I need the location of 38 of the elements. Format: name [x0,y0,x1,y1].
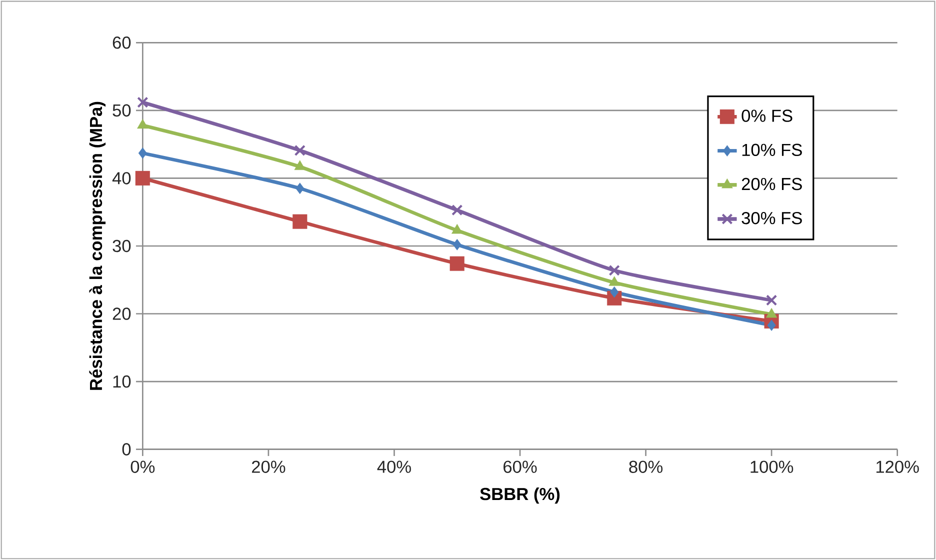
point [450,256,464,271]
y-axis-title: Résistance à la compression (MPa) [89,102,106,390]
x-tick-label: 20% [252,460,286,473]
point [137,118,148,129]
point [608,264,620,276]
point [451,224,463,234]
point [452,204,463,216]
x-tick-label: 60% [504,460,537,473]
legend-label: 10% FS [742,144,802,156]
point [767,320,776,331]
y-tick-label: 0 [122,443,131,456]
point [608,276,620,286]
y-tick-label: 30 [112,240,131,252]
y-tick-label: 50 [112,104,131,117]
point [138,147,147,159]
point [610,286,619,298]
point [292,214,308,229]
point [296,182,304,194]
point [766,294,778,306]
x-tick-label: 120% [876,460,919,473]
x-tick-label: 100% [750,460,794,473]
point [135,170,150,186]
point [452,238,462,250]
legend-label: 0% FS [742,110,792,122]
x-tick-label: 80% [629,460,663,473]
x-axis-title: SBBR (%) [480,487,560,504]
x-tick-label: 40% [377,460,411,473]
point [137,96,148,108]
point [294,144,306,156]
legend-label: 30% FS [742,212,802,224]
point [294,160,306,170]
point [766,308,778,318]
y-tick-label: 20 [112,308,131,320]
y-tick-label: 40 [112,172,131,184]
y-tick-label: 60 [112,36,131,49]
y-tick-label: 10 [113,375,131,388]
x-tick-label: 0% [130,460,155,473]
legend-label: 20% FS [742,178,802,190]
